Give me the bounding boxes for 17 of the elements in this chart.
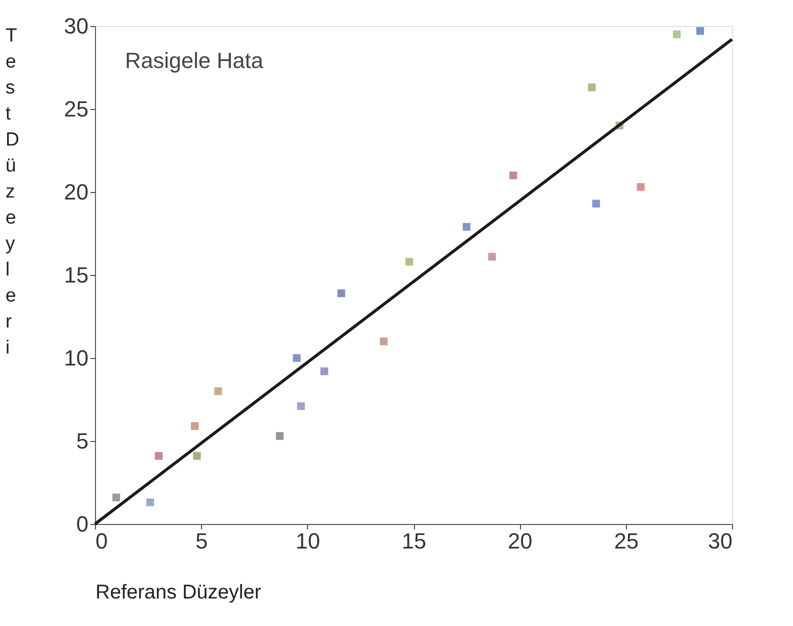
- y-tick-label: 5: [76, 428, 88, 454]
- y-tick-label: 20: [64, 180, 88, 204]
- x-tick-label: 10: [296, 528, 320, 554]
- x-tick-label: 5: [196, 528, 208, 554]
- x-tick-label: 0: [96, 528, 108, 554]
- y-tick-label: 30: [64, 14, 88, 38]
- x-tick-label: 30: [708, 528, 732, 554]
- y-tick-label: 10: [64, 346, 88, 370]
- annotation: Rasigele Hata: [125, 48, 264, 73]
- y-tick-label: 0: [76, 512, 88, 536]
- y-tick-label: 25: [64, 96, 88, 122]
- x-tick-label: 25: [614, 528, 639, 554]
- x-tick-label: 20: [508, 528, 532, 554]
- x-tick-label: 15: [402, 528, 426, 554]
- y-tick-label: 15: [64, 262, 88, 288]
- text: Test Düzeyleri: [6, 26, 20, 358]
- x-axis-title: Referans Düzeyler: [96, 582, 262, 604]
